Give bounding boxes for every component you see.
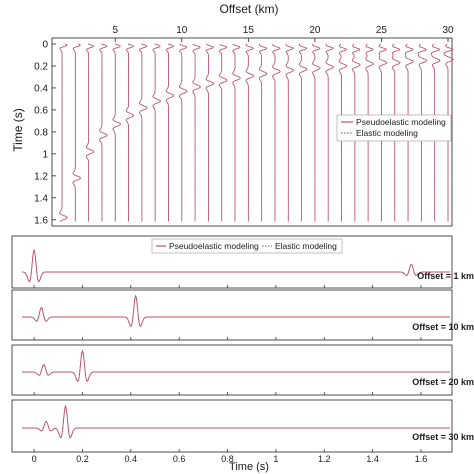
bottom-legend-label-pseudoelastic: Pseudoelastic modeling — [169, 241, 259, 251]
bottom-x-ticks: 0 0.2 0.4 0.6 0.8 1 1.2 1.4 1.6 — [32, 454, 428, 464]
top-trace-pseudoelastic — [125, 43, 135, 222]
bottom-trace-elastic — [22, 294, 450, 327]
top-y-tick-label: 0.2 — [34, 61, 48, 72]
bottom-x-tick-label: 0.2 — [76, 454, 89, 464]
top-x-tick-label: 20 — [309, 25, 321, 36]
bottom-trace-pseudoelastic — [22, 349, 450, 382]
top-x-ticks: 5 10 15 20 25 30 — [112, 25, 454, 42]
top-trace-elastic — [72, 43, 81, 222]
bottom-trace-elastic — [22, 405, 450, 439]
bottom-panel — [11, 235, 453, 289]
top-trace-pseudoelastic — [312, 43, 321, 222]
top-trace-pseudoelastic — [298, 43, 308, 222]
top-y-tick-label: 1.2 — [34, 171, 48, 182]
top-y-ticks: 0 0.2 0.4 0.6 0.8 1 1.2 1.4 1.6 — [34, 40, 56, 226]
top-trace-pseudoelastic — [152, 43, 161, 222]
top-trace-pseudoelastic — [205, 43, 215, 222]
top-trace-pseudoelastic — [232, 43, 241, 222]
bottom-trace-pseudoelastic — [21, 248, 450, 283]
offset-label-10km: Offset = 10 km — [412, 322, 474, 332]
bottom-x-tick-label: 0 — [32, 454, 37, 464]
top-trace-pseudoelastic — [165, 43, 175, 222]
top-trace-pseudoelastic — [218, 43, 228, 222]
offset-label-20km: Offset = 20 km — [412, 377, 474, 387]
top-trace-elastic — [112, 43, 121, 222]
offset-label-30km: Offset = 30 km — [412, 432, 474, 442]
bottom-panel-frame — [11, 289, 453, 341]
top-trace-elastic — [245, 43, 254, 222]
bottom-panel — [11, 344, 453, 396]
top-trace-elastic — [59, 43, 68, 222]
bottom-trace-pseudoelastic — [22, 404, 450, 439]
top-trace-elastic — [219, 43, 228, 222]
bottom-panel-frame — [11, 399, 453, 453]
top-trace-pseudoelastic — [245, 43, 254, 222]
bottom-trace-elastic — [21, 249, 450, 283]
top-legend-box — [336, 114, 452, 142]
top-trace-pseudoelastic — [139, 43, 148, 222]
bottom-x-tick-label: 1.6 — [415, 454, 428, 464]
top-y-axis-label: Time (s) — [11, 108, 25, 152]
bottom-x-tick-label: 1.4 — [366, 454, 379, 464]
bottom-panel-frame — [11, 235, 453, 289]
bottom-x-tick-label: 0.6 — [173, 454, 186, 464]
bottom-panels — [11, 235, 453, 453]
top-trace-pseudoelastic — [112, 43, 121, 222]
bottom-x-tick-label: 0.8 — [221, 454, 234, 464]
top-x-tick-label: 5 — [112, 25, 118, 36]
top-trace-elastic — [165, 43, 175, 222]
top-x-axis-label: Offset (km) — [219, 2, 278, 16]
bottom-trace-pseudoelastic — [22, 294, 450, 327]
top-trace-pseudoelastic — [59, 43, 68, 222]
bottom-x-axis-label: Time (s) — [229, 461, 269, 473]
offset-label-1km: Offset = 1 km — [417, 271, 474, 281]
bottom-legend-label-elastic: Elastic modeling — [275, 241, 337, 251]
top-y-tick-label: 1.6 — [34, 215, 48, 226]
top-x-tick-label: 10 — [176, 25, 188, 36]
top-y-tick-label: 0.6 — [34, 105, 48, 116]
top-trace-pseudoelastic — [179, 43, 188, 222]
bottom-x-tick-label: 1 — [273, 454, 278, 464]
top-panel: 5 10 15 20 25 30 0 0.2 0.4 0.6 0.8 1 1.2 1.4 1.6 Offs… — [11, 2, 454, 227]
bottom-panel-frame — [11, 344, 453, 396]
top-trace-pseudoelastic — [272, 43, 281, 222]
top-legend: Pseudoelastic modeling Elastic modeling — [336, 114, 452, 142]
top-legend-label-pseudoelastic: Pseudoelastic modeling — [356, 117, 446, 127]
bottom-panel — [11, 399, 453, 453]
bottom-x-tick-label: 0.4 — [125, 454, 138, 464]
top-trace-pseudoelastic — [72, 43, 81, 222]
bottom-panel — [11, 289, 453, 341]
top-x-tick-label: 25 — [376, 25, 388, 36]
top-trace-pseudoelastic — [99, 43, 108, 222]
top-trace-elastic — [179, 43, 188, 222]
top-legend-label-elastic: Elastic modeling — [356, 128, 418, 138]
top-trace-elastic — [125, 43, 135, 222]
top-trace-pseudoelastic — [192, 43, 201, 222]
top-y-tick-label: 0 — [42, 40, 48, 51]
top-y-tick-label: 0.8 — [34, 127, 48, 138]
top-trace-elastic — [85, 43, 95, 222]
top-trace-pseudoelastic — [285, 43, 294, 222]
top-trace-elastic — [152, 43, 161, 222]
top-trace-pseudoelastic — [85, 43, 95, 222]
top-y-tick-label: 1 — [42, 149, 48, 160]
top-trace-pseudoelastic — [258, 43, 268, 222]
top-x-tick-label: 30 — [442, 25, 454, 36]
top-y-tick-label: 1.4 — [34, 193, 48, 204]
top-trace-elastic — [285, 43, 294, 222]
top-trace-elastic — [192, 43, 201, 222]
bottom-legend: Pseudoelastic modeling Elastic modeling — [151, 238, 343, 254]
top-trace-pseudoelastic — [325, 43, 334, 222]
bottom-legend-box — [151, 238, 343, 254]
top-x-tick-label: 15 — [243, 25, 255, 36]
top-trace-elastic — [205, 43, 215, 222]
top-y-tick-label: 0.4 — [34, 83, 48, 94]
bottom-x-tick-label: 1.2 — [318, 454, 331, 464]
top-trace-elastic — [139, 43, 148, 222]
